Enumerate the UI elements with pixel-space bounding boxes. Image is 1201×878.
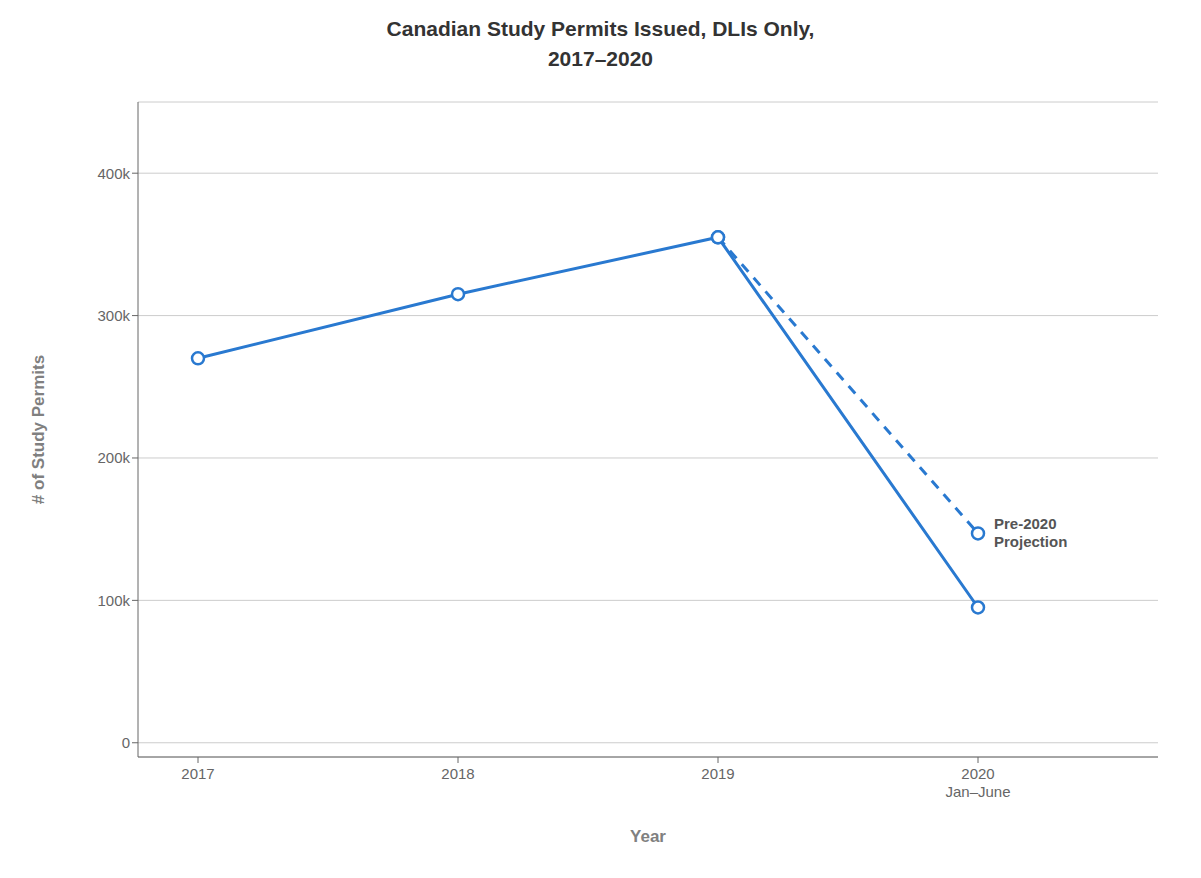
svg-text:300k: 300k bbox=[97, 307, 130, 324]
svg-text:200k: 200k bbox=[97, 449, 130, 466]
svg-text:400k: 400k bbox=[97, 165, 130, 182]
svg-text:2019: 2019 bbox=[701, 765, 734, 782]
svg-text:2018: 2018 bbox=[441, 765, 474, 782]
svg-text:2020Jan–June: 2020Jan–June bbox=[945, 765, 1010, 800]
svg-text:Pre-2020Projection: Pre-2020Projection bbox=[994, 515, 1067, 550]
html-text:Canadian Study Permits Issued,: Canadian Study Permits Issued, DLIs Only… bbox=[386, 17, 815, 70]
svg-text:Year: Year bbox=[630, 827, 666, 846]
svg-text:0: 0 bbox=[122, 734, 130, 751]
svg-text:# of Study Permits: # of Study Permits bbox=[29, 355, 48, 504]
svg-text:100k: 100k bbox=[97, 592, 130, 609]
svg-text:2017: 2017 bbox=[181, 765, 214, 782]
